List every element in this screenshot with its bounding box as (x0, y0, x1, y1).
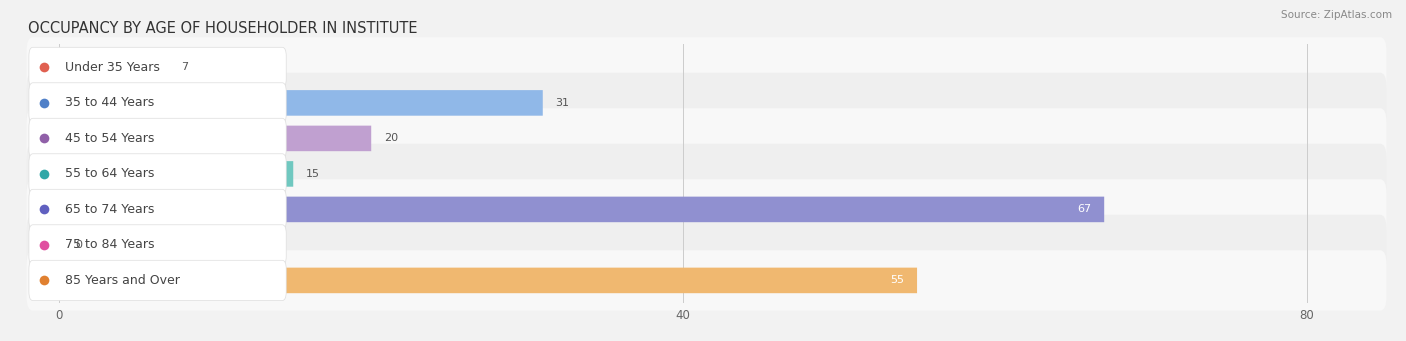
Text: 0: 0 (75, 240, 82, 250)
Text: 20: 20 (384, 133, 398, 144)
Text: 31: 31 (555, 98, 569, 108)
Text: 15: 15 (305, 169, 319, 179)
FancyBboxPatch shape (59, 55, 169, 80)
FancyBboxPatch shape (27, 215, 1386, 275)
FancyBboxPatch shape (27, 73, 1386, 133)
Text: 45 to 54 Years: 45 to 54 Years (65, 132, 155, 145)
FancyBboxPatch shape (59, 161, 294, 187)
Text: OCCUPANCY BY AGE OF HOUSEHOLDER IN INSTITUTE: OCCUPANCY BY AGE OF HOUSEHOLDER IN INSTI… (28, 21, 418, 36)
Text: 55 to 64 Years: 55 to 64 Years (65, 167, 155, 180)
Text: 75 to 84 Years: 75 to 84 Years (65, 238, 155, 251)
FancyBboxPatch shape (30, 189, 287, 229)
FancyBboxPatch shape (59, 268, 917, 293)
FancyBboxPatch shape (30, 118, 287, 159)
Text: 85 Years and Over: 85 Years and Over (65, 274, 180, 287)
Text: Source: ZipAtlas.com: Source: ZipAtlas.com (1281, 10, 1392, 20)
Text: 7: 7 (181, 62, 188, 72)
FancyBboxPatch shape (59, 125, 371, 151)
Text: 67: 67 (1077, 204, 1091, 214)
FancyBboxPatch shape (30, 260, 287, 300)
FancyBboxPatch shape (27, 37, 1386, 98)
Text: Under 35 Years: Under 35 Years (65, 61, 160, 74)
FancyBboxPatch shape (59, 197, 1104, 222)
FancyBboxPatch shape (30, 83, 287, 123)
FancyBboxPatch shape (30, 154, 287, 194)
FancyBboxPatch shape (30, 47, 287, 88)
FancyBboxPatch shape (30, 225, 287, 265)
FancyBboxPatch shape (27, 108, 1386, 168)
Text: 55: 55 (890, 276, 904, 285)
Text: 65 to 74 Years: 65 to 74 Years (65, 203, 155, 216)
FancyBboxPatch shape (59, 90, 543, 116)
FancyBboxPatch shape (27, 179, 1386, 240)
Text: 35 to 44 Years: 35 to 44 Years (65, 97, 155, 109)
FancyBboxPatch shape (27, 250, 1386, 311)
FancyBboxPatch shape (27, 144, 1386, 204)
